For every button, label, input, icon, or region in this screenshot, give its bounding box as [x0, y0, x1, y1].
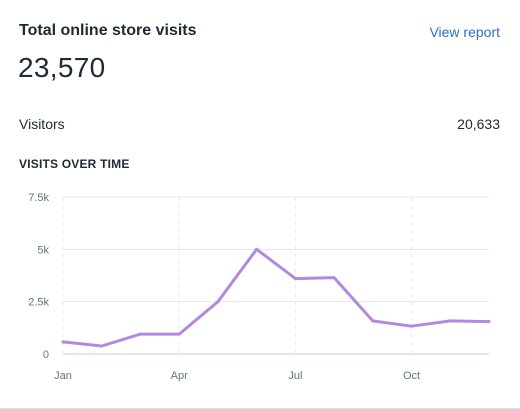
total-visits-value: 23,570 [18, 52, 106, 83]
x-tick-label: Oct [403, 370, 420, 382]
data-point [410, 324, 414, 328]
view-report-link[interactable]: View report [429, 24, 500, 40]
visitors-label: Visitors [19, 116, 65, 132]
data-point [100, 344, 104, 348]
y-axis-labels: 0 2.5k 5k 7.5k [28, 192, 49, 361]
y-tick-label: 7.5k [28, 192, 49, 204]
series-line [61, 247, 491, 348]
x-tick-label: Apr [171, 370, 188, 382]
data-point [138, 332, 142, 336]
x-tick-label: Jan [54, 370, 72, 382]
data-point [448, 319, 452, 323]
data-point [61, 340, 65, 344]
data-point [293, 277, 297, 281]
visits-line-chart: 0 2.5k 5k 7.5k Jan Apr Jul Oct [28, 192, 491, 382]
visitors-row: Visitors 20,633 [19, 116, 500, 132]
y-tick-label: 2.5k [28, 297, 49, 309]
chart-grid [62, 196, 489, 355]
visitors-value: 20,633 [457, 116, 500, 132]
card-title: Total online store visits [19, 22, 197, 39]
data-point [216, 300, 220, 304]
data-point [255, 247, 259, 251]
x-tick-label: Jul [288, 370, 302, 382]
data-point [332, 276, 336, 280]
y-tick-label: 0 [43, 349, 49, 361]
chart-series [61, 247, 491, 348]
data-point [487, 320, 491, 324]
data-point [177, 332, 181, 336]
section-heading: VISITS OVER TIME [19, 157, 130, 171]
data-point [371, 319, 375, 323]
y-tick-label: 5k [37, 244, 49, 256]
x-axis-labels: Jan Apr Jul Oct [54, 370, 420, 382]
